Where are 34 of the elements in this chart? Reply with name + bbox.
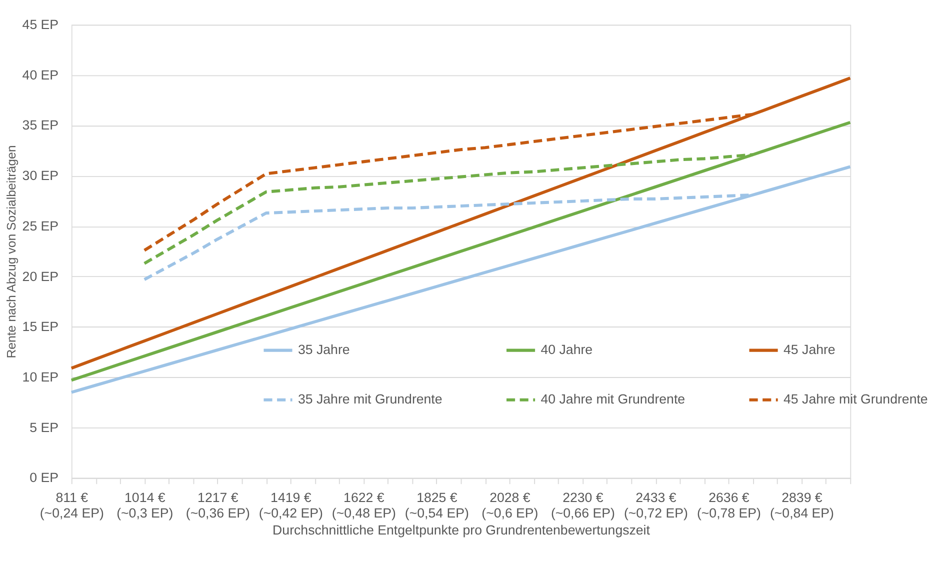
x-tick-label: 1419 € (~0,42 EP) <box>258 490 323 520</box>
legend-label: 35 Jahre mit Grundrente <box>298 392 442 407</box>
x-tick-label: 1825 € (~0,54 EP) <box>404 490 469 520</box>
legend-label: 40 Jahre mit Grundrente <box>540 392 686 407</box>
line-series <box>70 165 852 394</box>
x-tick-label: 1014 € (~0,3 EP) <box>116 490 174 520</box>
y-tick-label: 10 EP <box>22 369 59 384</box>
x-tick-label: 1622 € (~0,48 EP) <box>332 490 396 520</box>
y-tick-label: 20 EP <box>22 268 59 284</box>
y-tick-label: 25 EP <box>22 218 59 234</box>
y-tick-label: 5 EP <box>30 420 59 435</box>
y-tick-label: 15 EP <box>22 319 59 334</box>
line-series <box>142 153 754 265</box>
y-tick-label: 35 EP <box>22 118 59 133</box>
x-tick-label: 2839 € (~0,84 EP) <box>770 490 834 520</box>
line-series <box>142 112 754 252</box>
legend-label: 45 Jahre <box>784 342 836 358</box>
legend-label: 35 Jahre <box>298 342 350 358</box>
x-tick-label: 2028 € (~0,6 EP) <box>482 490 538 520</box>
line-series <box>70 120 852 382</box>
x-tick-label: 2230 € (~0,66 EP) <box>550 490 615 520</box>
legend-label: 40 Jahre <box>540 342 593 358</box>
x-tick-label: 2636 € (~0,78 EP) <box>696 490 761 520</box>
legend-label: 45 Jahre mit Grundrente <box>784 392 928 407</box>
x-tick-label: 2433 € (~0,72 EP) <box>624 490 688 520</box>
y-tick-label: 40 EP <box>22 67 59 82</box>
line-series <box>70 76 852 370</box>
y-axis-title: Rente nach Abzug von Sozialbeiträgen <box>4 145 19 358</box>
y-tick-label: 30 EP <box>22 168 59 184</box>
x-axis-title: Durchschnittliche Entgeltpunkte pro Grundrentenbewertungszeit <box>272 522 650 538</box>
y-tick-label: 45 EP <box>22 17 59 32</box>
x-tick-label: 1217 € (~0,36 EP) <box>186 490 250 520</box>
y-tick-label: 0 EP <box>30 470 59 486</box>
x-tick-label: 811 € (~0,24 EP) <box>40 490 104 520</box>
